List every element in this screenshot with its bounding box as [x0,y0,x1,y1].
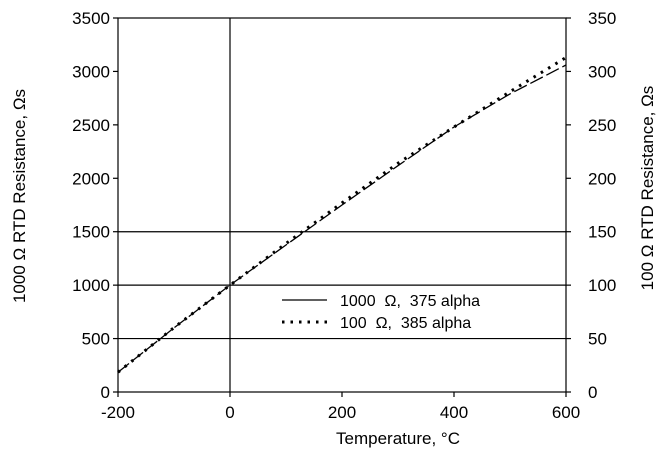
left-tick-label: 1500 [72,223,110,242]
right-tick-label: 100 [588,276,616,295]
right-tick-label: 50 [588,330,607,349]
left-tick-label: 2500 [72,116,110,135]
left-axis-title: 1000 Ω RTD Resistance, Ωs [10,89,29,303]
right-tick-label: 350 [588,9,616,28]
legend-background [268,288,530,334]
legend-label-1000-ohm: 1000 Ω, 375 alpha [340,293,480,310]
left-axis-ticks: 0 500 1000 1500 2000 2500 3000 3500 [72,9,118,402]
right-tick-label: 300 [588,62,616,81]
x-tick-label: 0 [225,403,234,422]
right-axis-ticks: 0 50 100 150 200 250 300 350 [566,9,616,402]
left-tick-label: 500 [82,330,110,349]
right-tick-label: 0 [588,383,597,402]
left-tick-label: 3500 [72,9,110,28]
legend: 1000 Ω, 375 alpha 100 Ω, 385 alpha [268,288,530,334]
grid-lines [118,18,566,392]
x-tick-label: -200 [101,403,135,422]
right-tick-label: 150 [588,223,616,242]
left-tick-label: 0 [101,383,110,402]
x-tick-label: 200 [328,403,356,422]
right-tick-label: 200 [588,169,616,188]
legend-label-100-ohm: 100 Ω, 385 alpha [340,315,471,332]
left-tick-label: 1000 [72,276,110,295]
left-tick-label: 3000 [72,62,110,81]
x-tick-label: 400 [440,403,468,422]
series-layer [117,56,567,374]
x-tick-label: 600 [552,403,580,422]
x-axis-ticks: -200 0 200 400 600 [101,392,580,422]
right-tick-label: 250 [588,116,616,135]
left-tick-label: 2000 [72,169,110,188]
series-100-ohm-385-alpha [117,56,567,374]
right-axis-title: 100 Ω RTD Resistance, Ωs [638,86,657,291]
x-axis-title: Temperature, °C [336,429,460,448]
